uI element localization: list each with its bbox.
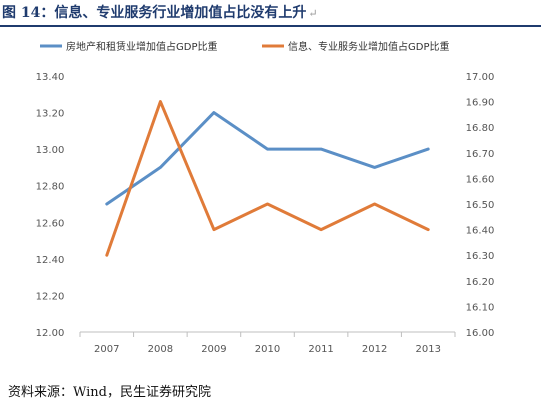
x-tick-label: 2009 [201, 344, 226, 355]
series-line-info-services [105, 100, 430, 257]
x-tick-label: 2012 [362, 344, 387, 355]
data-point [213, 112, 215, 114]
left-y-tick-label: 12.20 [36, 291, 65, 302]
right-y-tick-label: 16.10 [466, 302, 495, 313]
source-note: 资料来源：Wind，民生证券研究院 [8, 385, 211, 400]
data-point [159, 101, 161, 103]
right-y-tick-label: 16.30 [466, 251, 495, 262]
x-tick-label: 2011 [308, 344, 333, 355]
series-line-real-estate [105, 111, 430, 206]
data-point [159, 166, 161, 168]
legend-label: 信息、专业服务业增加值占GDP比重 [288, 40, 449, 53]
data-point [374, 203, 376, 205]
legend-label: 房地产和租赁业增加值占GDP比重 [66, 40, 217, 53]
data-point [374, 166, 376, 168]
left-y-tick-label: 12.80 [36, 182, 65, 193]
right-y-tick-label: 16.00 [466, 328, 495, 339]
plot-area [105, 100, 430, 257]
left-y-tick-label: 13.20 [36, 109, 65, 120]
right-y-tick-label: 17.00 [466, 72, 495, 83]
left-y-tick-label: 12.60 [36, 218, 65, 229]
data-point [267, 203, 268, 205]
left-y-tick-label: 12.40 [36, 255, 65, 266]
left-y-tick-label: 13.00 [36, 145, 65, 156]
data-point [320, 148, 322, 150]
data-point [106, 203, 108, 205]
data-point [427, 148, 429, 150]
right-y-tick-label: 16.80 [466, 123, 495, 134]
legend: 房地产和租赁业增加值占GDP比重 信息、专业服务业增加值占GDP比重 [40, 40, 449, 53]
title-rule [0, 25, 541, 27]
data-point [267, 148, 268, 150]
right-y-tick-label: 16.70 [466, 149, 495, 160]
data-point [106, 254, 108, 256]
data-point [320, 229, 322, 231]
figure-title-text: 图 14：信息、专业服务行业增加值占比没有上升 [2, 5, 307, 21]
figure-title: 图 14：信息、专业服务行业增加值占比没有上升 ↵ [2, 2, 539, 24]
x-tick-label: 2010 [255, 344, 280, 355]
return-mark-icon: ↵ [308, 7, 318, 20]
x-axis: 2007 2008 2009 2010 2011 2012 2013 [79, 331, 456, 355]
left-y-tick-label: 12.00 [36, 328, 65, 339]
left-y-axis: 12.00 12.20 12.40 12.60 12.80 13.00 13.20 13.40 [36, 72, 65, 339]
right-y-tick-label: 16.20 [466, 277, 495, 288]
left-y-tick-label: 13.40 [36, 72, 65, 83]
right-y-axis: 16.00 16.10 16.20 16.30 16.40 16.50 16.60 16.70… [466, 72, 495, 339]
x-tick-label: 2013 [415, 344, 440, 355]
right-y-tick-label: 16.90 [466, 98, 495, 109]
right-y-tick-label: 16.40 [466, 226, 495, 237]
data-point [427, 229, 429, 231]
right-y-tick-label: 16.60 [466, 174, 495, 185]
right-y-tick-label: 16.50 [466, 200, 495, 211]
data-point [213, 229, 215, 231]
x-tick-label: 2008 [148, 344, 173, 355]
x-tick-label: 2007 [94, 344, 119, 355]
